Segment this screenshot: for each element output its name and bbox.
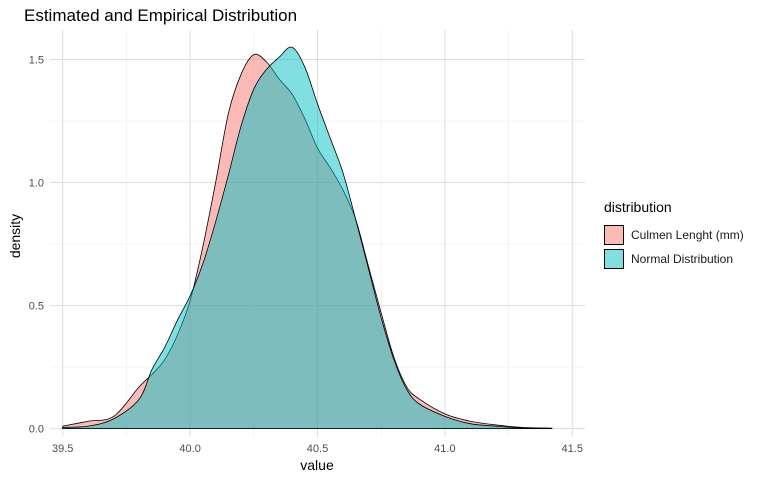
axis-ticks: 39.5 40.0 40.5 41.0 41.5 0.0 0.5 1.0 1.5 bbox=[29, 55, 583, 455]
y-tick-label: 0.0 bbox=[29, 424, 44, 436]
density-area-normal bbox=[62, 46, 553, 430]
legend-label-normal: Normal Distribution bbox=[631, 252, 734, 266]
legend-key-normal bbox=[604, 249, 624, 269]
x-tick-label: 41.5 bbox=[562, 443, 583, 455]
x-tick-label: 40.0 bbox=[179, 443, 200, 455]
y-tick-label: 1.5 bbox=[29, 55, 44, 67]
x-tick-label: 39.5 bbox=[52, 443, 73, 455]
y-tick-label: 0.5 bbox=[29, 301, 44, 313]
density-areas bbox=[62, 46, 553, 430]
y-tick-label: 1.0 bbox=[29, 178, 44, 190]
legend-title: distribution bbox=[604, 199, 672, 215]
x-tick-label: 40.5 bbox=[307, 443, 328, 455]
legend-label-culmen: Culmen Lenght (mm) bbox=[631, 228, 744, 242]
legend-item-culmen: Culmen Lenght (mm) bbox=[604, 223, 744, 247]
x-tick-label: 41.0 bbox=[434, 443, 455, 455]
legend-key-culmen bbox=[604, 225, 624, 245]
x-axis-label: value bbox=[300, 457, 334, 473]
y-axis-label: density bbox=[7, 214, 23, 258]
legend-item-normal: Normal Distribution bbox=[604, 247, 744, 271]
chart-title: Estimated and Empirical Distribution bbox=[24, 6, 298, 25]
legend: distribution Culmen Lenght (mm) Normal D… bbox=[604, 199, 744, 271]
